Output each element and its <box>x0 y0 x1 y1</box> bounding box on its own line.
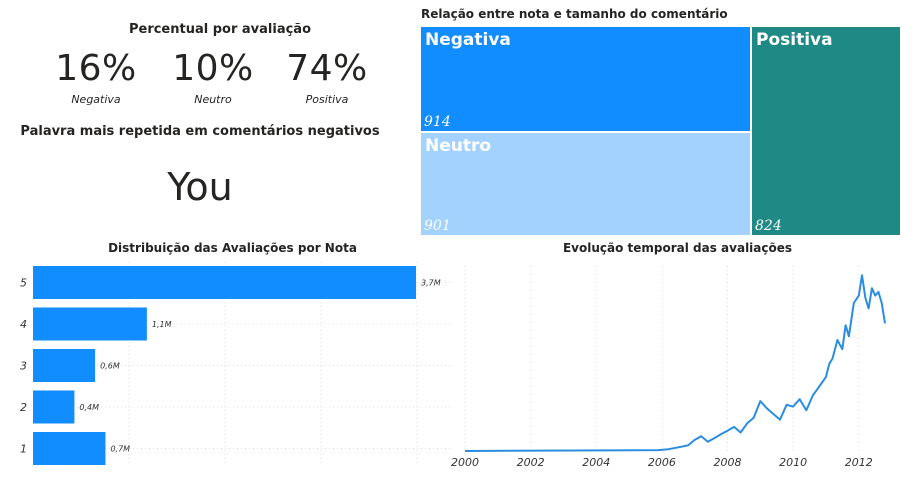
line-chart: 2000 2002 2004 2006 2008 2010 2012 <box>451 266 886 469</box>
bar-category-label: 2 <box>20 401 27 414</box>
line-xtick-label: 2010 <box>779 456 807 469</box>
kpi-value-positiva: 74% <box>286 48 368 89</box>
treemap-label-neutro: Neutro <box>425 136 492 156</box>
treemap-title: Relação entre nota e tamanho do comentár… <box>421 7 728 21</box>
bar-category-label: 3 <box>20 360 27 373</box>
bar-2[interactable] <box>33 390 75 424</box>
kpi-value-neutro: 10% <box>172 48 254 89</box>
line-xtick-label: 2006 <box>648 456 676 469</box>
line-xtick-label: 2012 <box>845 456 873 469</box>
kpi-value-negativa: 16% <box>55 48 137 89</box>
kpi-label-neutro: Neutro <box>194 93 232 106</box>
bar-3[interactable] <box>33 349 96 382</box>
bar-chart: 5 3,7M 4 1,1M 3 0,6M 2 0,4M 1 0,7M <box>20 262 452 466</box>
treemap-cell-negativa[interactable]: Negativa 914 <box>420 26 751 132</box>
kpi-title: Percentual por avaliação <box>128 22 312 37</box>
kpi-label-positiva: Positiva <box>305 93 349 106</box>
line-xtick-label: 2004 <box>582 456 610 469</box>
bar-1[interactable] <box>33 432 106 465</box>
treemap-cell-positiva[interactable]: Positiva 824 <box>751 26 901 236</box>
bar-data-label: 0,6M <box>100 362 120 371</box>
treemap-label-positiva: Positiva <box>756 30 833 50</box>
treemap: Negativa 914 Neutro 901 Positiva 824 <box>420 26 901 236</box>
line-series[interactable] <box>464 274 886 452</box>
word-value: You <box>167 165 233 209</box>
treemap-cell-neutro[interactable]: Neutro 901 <box>420 132 751 236</box>
treemap-value-neutro: 901 <box>424 218 451 234</box>
line-chart-title: Evolução temporal das avaliações <box>562 241 793 255</box>
word-title: Palavra mais repetida em comentários neg… <box>20 124 380 139</box>
bar-data-label: 3,7M <box>421 279 441 288</box>
treemap-value-negativa: 914 <box>424 114 451 130</box>
bar-data-label: 1,1M <box>152 320 172 329</box>
treemap-value-positiva: 824 <box>755 218 782 234</box>
line-xtick-label: 2000 <box>451 456 479 469</box>
bar-chart-title: Distribuição das Avaliações por Nota <box>108 241 357 255</box>
bar-category-label: 4 <box>20 318 27 331</box>
bar-4[interactable] <box>33 307 147 341</box>
bar-category-label: 5 <box>20 277 27 290</box>
line-xtick-label: 2008 <box>714 456 742 469</box>
bar-category-label: 1 <box>20 443 27 456</box>
bar-data-label: 0,7M <box>110 445 130 454</box>
line-xtick-label: 2002 <box>517 456 545 469</box>
kpi-label-negativa: Negativa <box>71 93 121 106</box>
treemap-label-negativa: Negativa <box>425 30 511 50</box>
bar-5[interactable] <box>33 266 416 299</box>
bar-data-label: 0,4M <box>79 403 99 412</box>
